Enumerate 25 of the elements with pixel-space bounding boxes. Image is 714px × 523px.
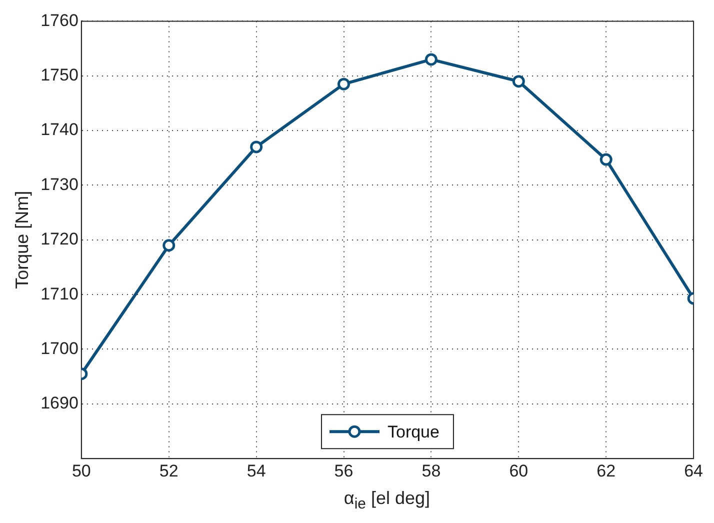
x-tick-label: 54 [246, 461, 266, 480]
y-tick-label: 1760 [40, 10, 78, 30]
x-tick-label: 60 [509, 461, 528, 480]
point [512, 75, 525, 88]
y-tick-label: 1690 [40, 394, 78, 413]
y-tick-label: 1710 [40, 284, 78, 304]
point [338, 78, 350, 90]
point [250, 140, 263, 154]
y-tick-label: 1700 [40, 338, 78, 358]
point [424, 53, 438, 66]
x-tick-label: 62 [596, 461, 616, 480]
legend-label: Torque [387, 422, 440, 442]
x-tick-label: 56 [334, 461, 354, 480]
y-axis-title: Torque [Nm] [12, 190, 32, 289]
y-tick-label: 1750 [40, 66, 78, 85]
x-tick-label: 64 [684, 461, 704, 480]
x-tick-label: 50 [72, 461, 91, 480]
point [600, 153, 612, 166]
y-tick-label: 1740 [40, 120, 78, 140]
y-tick-label: 1720 [40, 230, 78, 249]
point [162, 239, 176, 252]
x-tick-label: 58 [422, 461, 441, 480]
y-tick-label: 1730 [40, 174, 78, 194]
x-tick-label: 52 [159, 461, 178, 480]
x-axis-title: α$_{ie}$ [el deg] [342, 488, 432, 513]
